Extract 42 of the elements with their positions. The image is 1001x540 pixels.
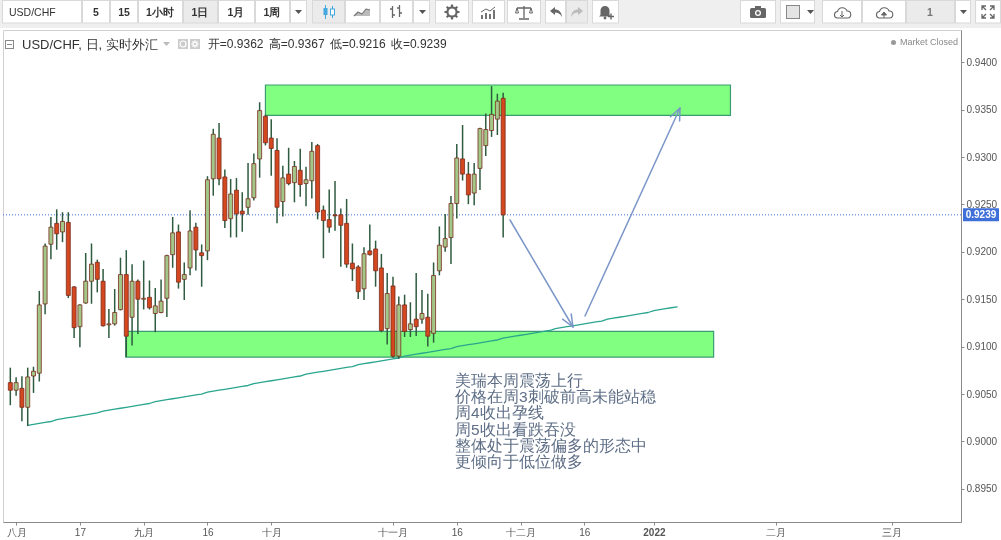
x-tick-label: 16 <box>451 526 464 538</box>
y-tick-label: 0.9400 <box>966 56 998 68</box>
x-tick-label: 2022 <box>643 526 666 538</box>
annotation: Market Closed <box>899 37 958 48</box>
y-tick-label: 0.9200 <box>966 246 998 258</box>
text: 5 <box>93 6 99 18</box>
y-tick-label: 0.9050 <box>966 388 998 400</box>
text: 15 <box>118 6 130 18</box>
x-tick-label: 九月 <box>134 526 155 538</box>
y-tick-label: 0.8950 <box>966 483 998 495</box>
x-tick-label: 二月 <box>766 526 787 538</box>
annotation: 整体处于震荡偏多的形态中 <box>455 436 647 454</box>
x-tick-label: 十月 <box>261 526 282 538</box>
y-tick-label: 0.9000 <box>966 435 998 447</box>
text: USD/CHF <box>9 6 56 18</box>
text: 1小时 <box>146 6 174 18</box>
ref-line-label: 0.9239 <box>965 208 997 220</box>
x-tick-label: 三月 <box>882 526 903 538</box>
x-tick-label: 十二月 <box>506 526 537 538</box>
y-tick-label: 0.9350 <box>966 104 998 116</box>
annotation: 周5收出看跌吞没 <box>455 420 576 438</box>
annotation: 更倾向于低位做多 <box>455 453 583 471</box>
text: 1月 <box>227 6 245 18</box>
x-tick-label: 十一月 <box>378 526 409 538</box>
annotation: 周4收出孕线 <box>455 404 544 422</box>
y-tick-label: 0.9100 <box>966 341 998 353</box>
text: 1周 <box>263 6 281 18</box>
y-tick-label: 0.9250 <box>966 198 998 210</box>
text: 开=0.9362 高=0.9367 低=0.9216 收=0.9239 <box>207 36 447 52</box>
text: USD/CHF, 日, 实时外汇 <box>22 36 158 52</box>
candlestick <box>199 244 205 287</box>
x-tick-label: 16 <box>579 526 591 538</box>
candlestick <box>245 162 251 215</box>
annotation: 美瑞本周震荡上行 <box>455 372 583 389</box>
text: 1 <box>927 6 933 18</box>
y-tick-label: 0.9300 <box>966 151 998 163</box>
x-tick-label: 17 <box>74 526 87 538</box>
text: 1日 <box>191 6 209 18</box>
annotation: 价格在周3刺破前高未能站稳 <box>455 388 656 406</box>
x-tick-label: 八月 <box>6 526 27 538</box>
x-tick-label: 16 <box>202 526 214 538</box>
y-tick-label: 0.9150 <box>966 293 998 305</box>
